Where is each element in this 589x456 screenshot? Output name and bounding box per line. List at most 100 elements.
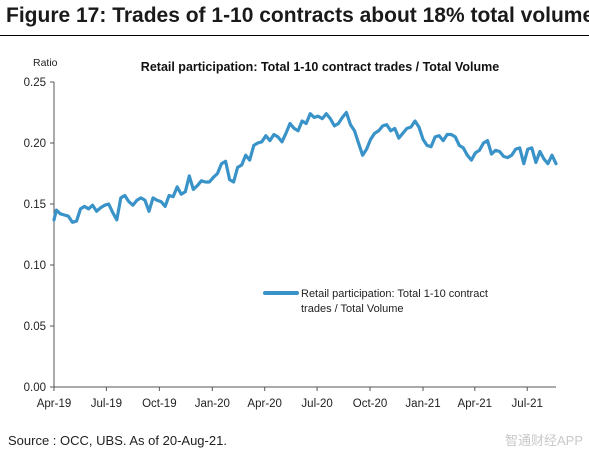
data-point <box>256 142 259 144</box>
data-point <box>244 154 247 157</box>
data-point <box>75 220 78 223</box>
data-point <box>438 134 440 137</box>
legend: Retail participation: Total 1-10 contrac… <box>263 288 488 315</box>
data-point <box>434 136 436 138</box>
legend-label-line: Retail participation: Total 1-10 contrac… <box>301 288 488 300</box>
data-point <box>535 161 537 164</box>
data-point <box>115 219 118 221</box>
data-point <box>87 208 90 210</box>
data-point <box>410 126 412 128</box>
x-axis-ticks: Apr-19 Jul-19 Oct-19 Jan-20 Apr-20 Jul-20 Oct-… <box>37 387 543 410</box>
data-point <box>518 147 521 149</box>
data-point <box>466 154 469 157</box>
x-tick-label: Apr-21 <box>458 398 493 410</box>
series-points <box>53 111 557 224</box>
data-point <box>63 214 66 216</box>
data-point <box>389 129 392 132</box>
data-point <box>236 166 239 169</box>
data-point <box>361 154 364 157</box>
data-point <box>345 111 348 114</box>
data-point <box>196 184 199 187</box>
data-point <box>470 159 473 162</box>
data-point <box>140 197 142 199</box>
x-tick-label: Oct-20 <box>353 398 388 410</box>
data-point <box>385 123 388 126</box>
legend-label: Retail participation: Total 1-10 contrac… <box>301 288 488 315</box>
data-point <box>152 197 154 199</box>
data-point <box>192 188 195 191</box>
data-point <box>317 115 320 118</box>
data-point <box>422 138 424 141</box>
y-tick-label: 0.10 <box>24 260 46 272</box>
data-point <box>176 186 179 188</box>
data-point <box>220 162 223 165</box>
data-point <box>148 210 150 213</box>
data-point <box>414 120 416 122</box>
title-divider <box>0 35 589 36</box>
data-point <box>514 148 517 151</box>
data-point <box>430 145 432 148</box>
data-point <box>281 140 283 143</box>
data-point <box>547 162 549 165</box>
data-point <box>530 147 533 149</box>
legend-label-line: trades / Total Volume <box>301 303 404 315</box>
data-point <box>164 205 167 208</box>
data-point <box>486 139 489 142</box>
data-point <box>462 147 465 149</box>
x-tick-label: Jul-20 <box>301 398 332 410</box>
data-point <box>357 142 360 144</box>
data-point <box>498 150 501 153</box>
series-line <box>52 110 558 224</box>
data-point <box>269 139 271 142</box>
data-point <box>442 139 445 142</box>
data-point <box>248 159 251 162</box>
data-point <box>160 200 163 203</box>
data-point <box>289 122 291 125</box>
data-point <box>313 116 316 119</box>
data-point <box>95 210 98 213</box>
y-tick-label: 0.15 <box>24 199 46 211</box>
data-point <box>325 112 328 115</box>
data-point <box>79 208 82 210</box>
x-tick-label: Apr-19 <box>37 398 72 410</box>
data-point <box>482 142 485 144</box>
y-tick-label: 0.25 <box>24 77 46 89</box>
x-tick-label: Jan-21 <box>405 398 440 410</box>
data-point <box>381 125 384 127</box>
data-point <box>450 133 453 136</box>
data-point <box>200 179 203 182</box>
data-point <box>373 132 376 135</box>
data-point <box>53 219 55 221</box>
data-point <box>293 127 295 130</box>
data-point <box>341 116 344 119</box>
data-point <box>204 181 207 183</box>
data-point <box>539 150 541 153</box>
data-point <box>83 205 86 208</box>
data-point <box>490 153 493 155</box>
data-point <box>478 149 481 152</box>
data-point <box>551 154 553 157</box>
data-point <box>321 117 324 120</box>
data-point <box>184 190 187 193</box>
data-point <box>353 129 356 132</box>
source-note: Source : OCC, UBS. As of 20-Aug-21. <box>8 433 227 448</box>
x-tick-label: Apr-20 <box>247 398 282 410</box>
data-point <box>329 117 332 120</box>
data-point <box>502 155 505 158</box>
data-point <box>55 209 58 212</box>
y-tick-label: 0.05 <box>24 321 46 333</box>
y-tick-label: 0.20 <box>24 138 46 150</box>
data-point <box>446 133 449 136</box>
data-point <box>265 134 267 137</box>
y-axis-label: Ratio <box>33 57 58 69</box>
data-point <box>99 206 102 209</box>
data-point <box>309 112 312 115</box>
data-point <box>91 204 94 207</box>
data-point <box>458 144 461 147</box>
data-point <box>119 197 122 199</box>
data-point <box>337 122 340 125</box>
data-point <box>301 120 303 122</box>
data-point <box>377 129 380 132</box>
data-point <box>136 199 138 202</box>
